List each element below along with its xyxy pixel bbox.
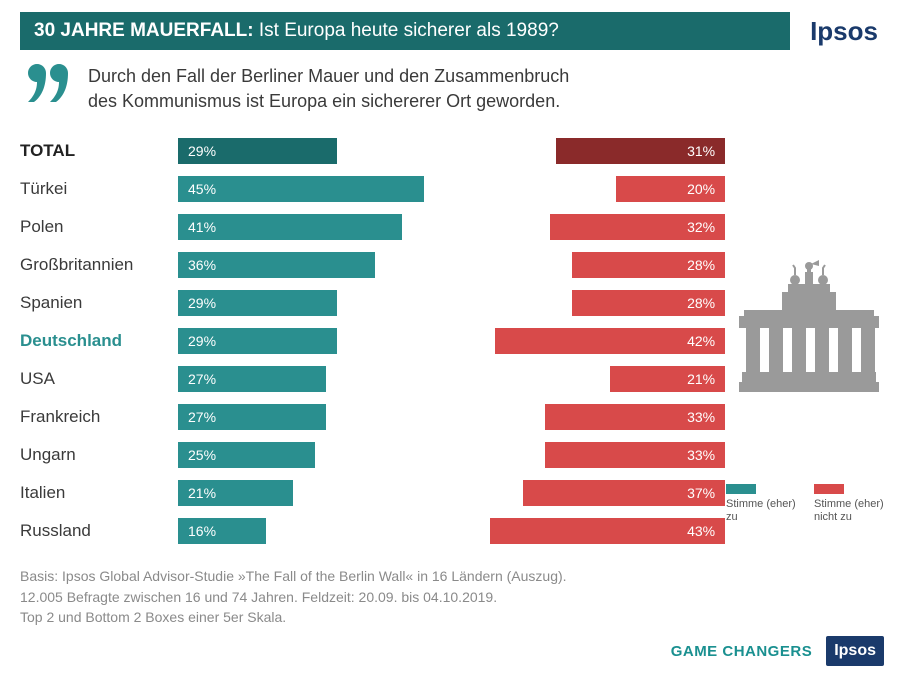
legend-agree: Stimme (eher) zu [726,484,796,523]
chart-row: Italien21% 37% [20,476,725,510]
bar-disagree: 33% [545,404,726,430]
bar-agree: 29% [178,290,337,316]
title-rest: Ist Europa heute sicherer als 1989? [254,20,559,41]
bar-disagree: 20% [616,176,725,202]
bar-disagree: 33% [545,442,726,468]
brandenburg-gate-icon [734,254,884,399]
legend-swatch-agree [726,484,756,494]
quote-row: Durch den Fall der Berliner Mauer und de… [28,64,884,114]
diverging-bar-chart: TOTAL29%31%Türkei45%20%Polen41%32%Großbr… [20,134,725,552]
bar-agree: 29% [178,328,337,354]
bar-disagree: 32% [550,214,725,240]
row-label: Ungarn [20,445,178,465]
bars-wrap: 27% 21% [178,366,725,392]
bar-disagree: 28% [572,290,725,316]
chart-row: Frankreich27% 33% [20,400,725,434]
bar-agree: 21% [178,480,293,506]
bar-agree: 27% [178,404,326,430]
footer-line2: 12.005 Befragte zwischen 16 und 74 Jahre… [20,587,884,607]
row-label: Russland [20,521,178,541]
quote-line2: des Kommunismus ist Europa ein sicherere… [88,91,560,111]
chart-row: Spanien29% 28% [20,286,725,320]
ipsos-box: Ipsos [826,636,884,666]
row-label: Spanien [20,293,178,313]
bar-agree: 29% [178,138,337,164]
chart-row: USA27% 21% [20,362,725,396]
sidebar: Stimme (eher) zu Stimme (eher) nicht zu [725,134,884,552]
quote-text: Durch den Fall der Berliner Mauer und de… [88,64,569,114]
game-changers-text: GAME CHANGERS [671,643,813,660]
chart-row: Großbritannien36% 28% [20,248,725,282]
chart-area: TOTAL29%31%Türkei45%20%Polen41%32%Großbr… [20,134,884,552]
bars-wrap: 27% 33% [178,404,725,430]
bars-wrap: 36% 28% [178,252,725,278]
row-label: Italien [20,483,178,503]
row-label: Deutschland [20,331,178,351]
bar-disagree: 42% [495,328,725,354]
header-row: 30 JAHRE MAUERFALL: Ist Europa heute sic… [20,12,884,50]
bars-wrap: 21% 37% [178,480,725,506]
infographic-root: 30 JAHRE MAUERFALL: Ist Europa heute sic… [0,0,904,637]
row-label: USA [20,369,178,389]
bar-disagree: 43% [490,518,725,544]
bars-wrap: 16% 43% [178,518,725,544]
footer-line1: Basis: Ipsos Global Advisor-Studie »The … [20,566,884,586]
bar-agree: 36% [178,252,375,278]
row-label: Türkei [20,179,178,199]
footer-line3: Top 2 und Bottom 2 Boxes einer 5er Skala… [20,607,884,627]
bar-agree: 25% [178,442,315,468]
row-label: Großbritannien [20,255,178,275]
quote-line1: Durch den Fall der Berliner Mauer und de… [88,66,569,86]
bars-wrap: 29% 42% [178,328,725,354]
bars-wrap: 41% 32% [178,214,725,240]
chart-row: Deutschland29% 42% [20,324,725,358]
bar-agree: 41% [178,214,402,240]
bar-disagree: 31% [556,138,726,164]
title-bar: 30 JAHRE MAUERFALL: Ist Europa heute sic… [20,12,790,50]
legend-swatch-disagree [814,484,844,494]
bars-wrap: 29% 28% [178,290,725,316]
legend: Stimme (eher) zu Stimme (eher) nicht zu [726,484,884,523]
row-label: Polen [20,217,178,237]
chart-row: TOTAL29% 31% [20,134,725,168]
bar-disagree: 28% [572,252,725,278]
row-label: TOTAL [20,141,178,161]
row-label: Frankreich [20,407,178,427]
bar-agree: 16% [178,518,266,544]
legend-disagree: Stimme (eher) nicht zu [814,484,884,523]
chart-row: Russland16% 43% [20,514,725,548]
chart-row: Polen41% 32% [20,210,725,244]
bars-wrap: 45% 20% [178,176,725,202]
bars-wrap: 29% 31% [178,138,725,164]
legend-disagree-text: Stimme (eher) nicht zu [814,498,884,523]
bottom-brand: GAME CHANGERS Ipsos [671,636,884,666]
bar-disagree: 21% [610,366,725,392]
title-bold: 30 JAHRE MAUERFALL: [34,20,254,41]
chart-row: Türkei45% 20% [20,172,725,206]
bars-wrap: 25% 33% [178,442,725,468]
bar-agree: 45% [178,176,424,202]
footer-text: Basis: Ipsos Global Advisor-Studie »The … [20,566,884,627]
brand-text: Ipsos [810,16,884,47]
chart-row: Ungarn25% 33% [20,438,725,472]
quote-icon [28,64,70,102]
bar-disagree: 37% [523,480,725,506]
bar-agree: 27% [178,366,326,392]
legend-agree-text: Stimme (eher) zu [726,498,796,523]
